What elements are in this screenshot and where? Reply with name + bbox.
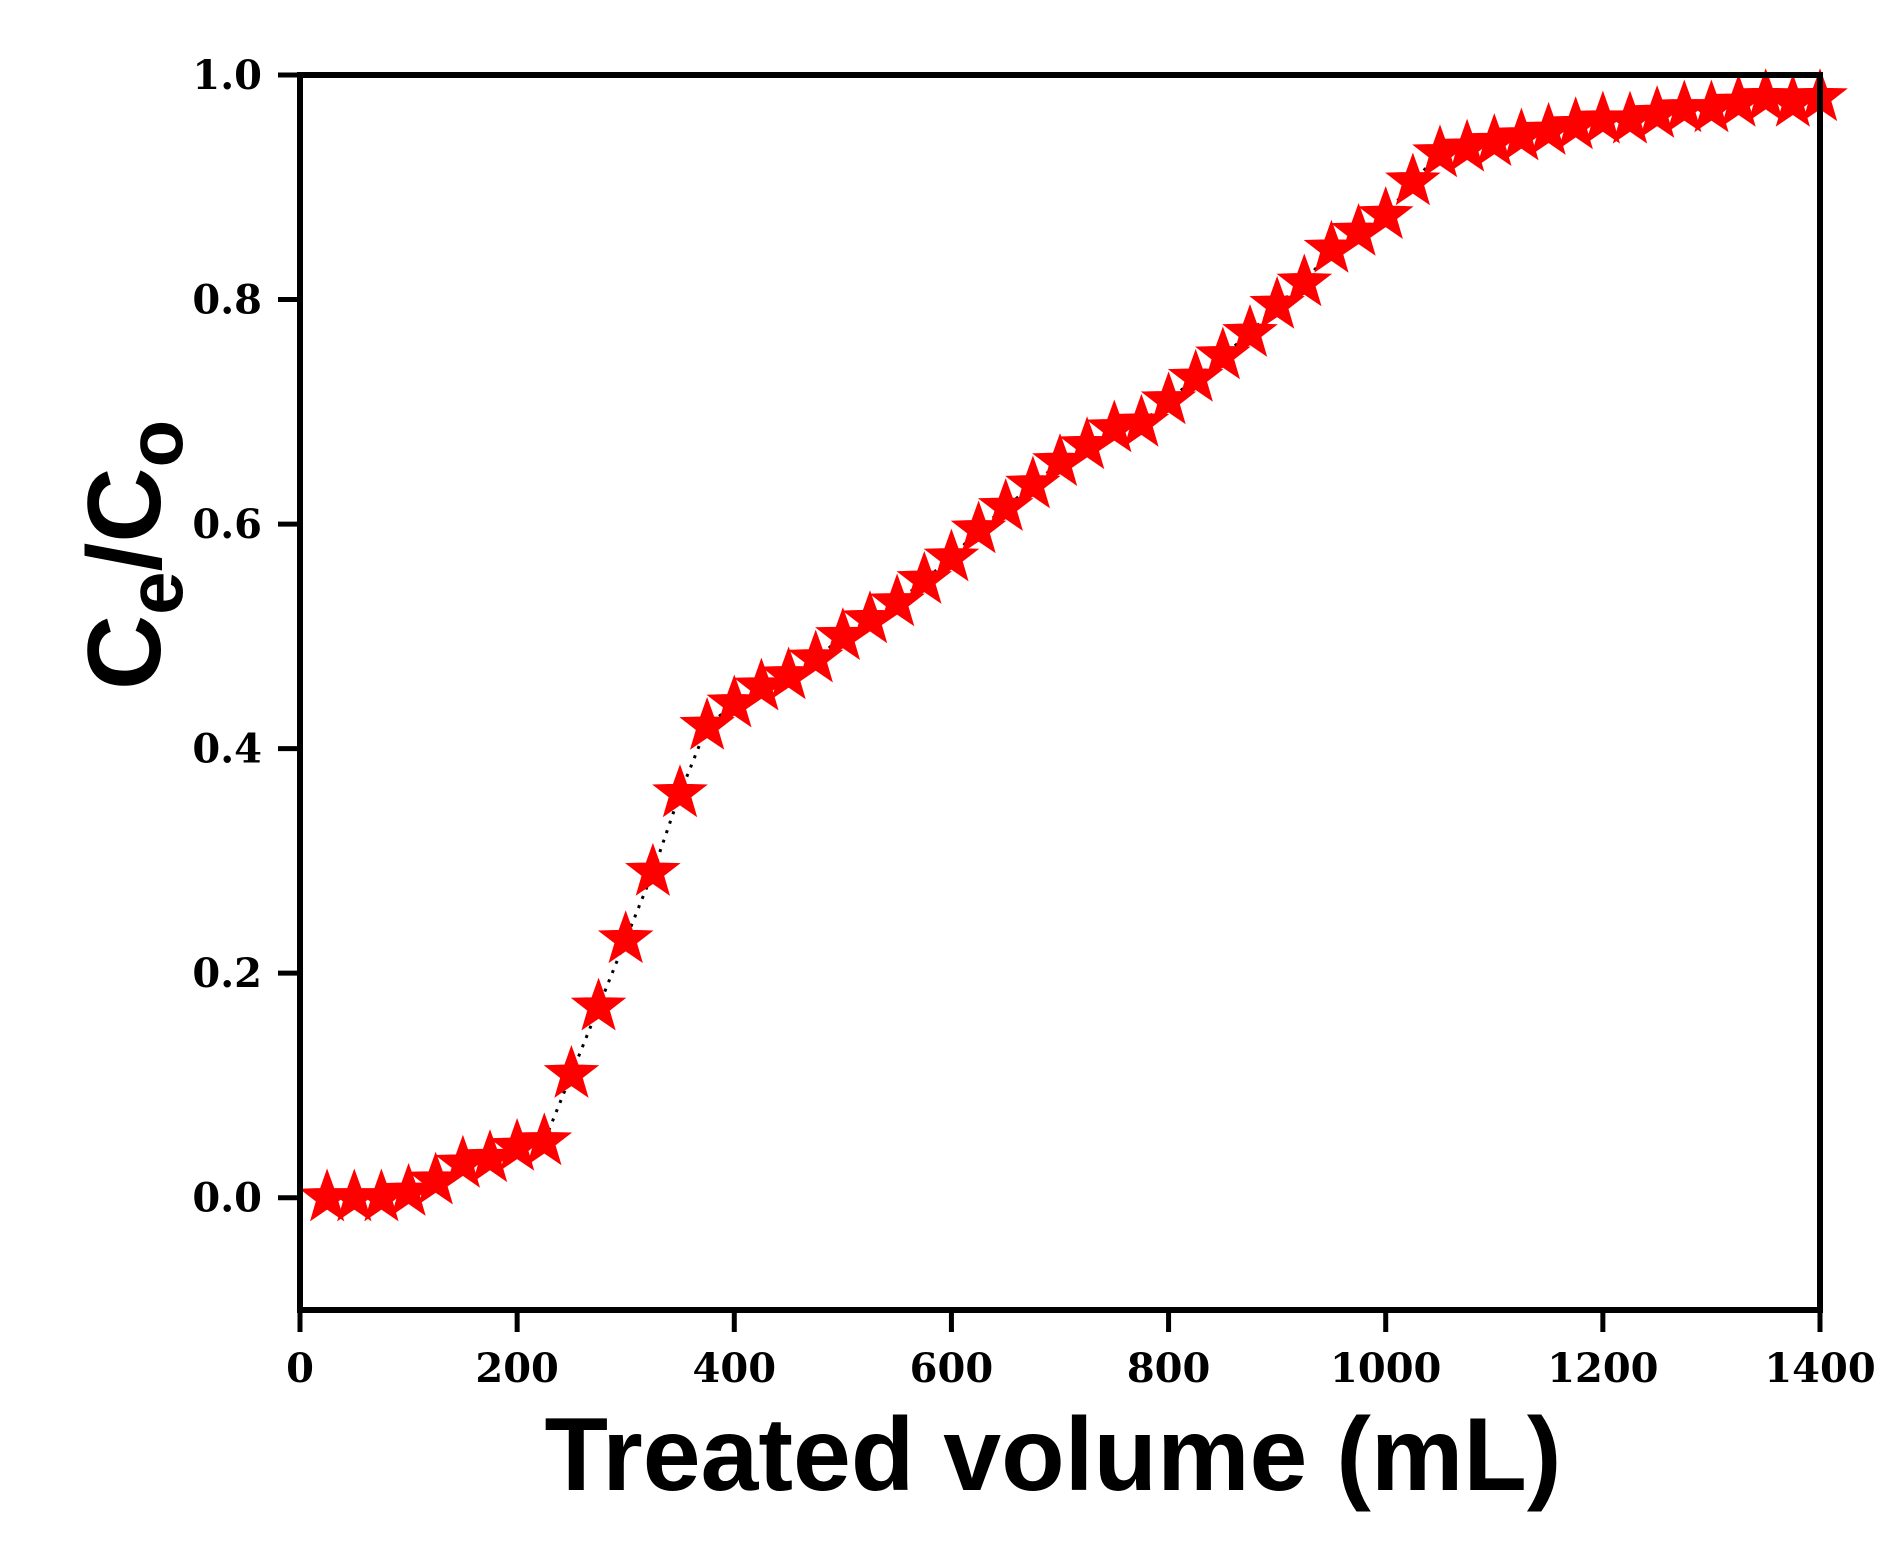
x-tick-label: 200 (475, 1345, 559, 1392)
y-tick-label: 0.0 (192, 1175, 262, 1222)
data-point (570, 977, 627, 1031)
y-tick-label: 0.6 (192, 501, 262, 548)
y-axis-title-sub1: e (111, 572, 199, 615)
x-tick-label: 400 (693, 1345, 777, 1392)
y-axis: 0.0 0.2 0.4 0.6 0.8 1.0 (192, 52, 300, 1222)
data-point (1222, 303, 1278, 357)
series-line (327, 95, 1821, 1200)
x-tick-label: 0 (286, 1345, 314, 1392)
y-axis-title-slash: / (67, 543, 183, 572)
data-point (1385, 152, 1441, 206)
y-axis-title-c2: C (67, 467, 183, 542)
x-axis-title: Treated volume (mL) (544, 1397, 1561, 1513)
data-point (1357, 186, 1414, 240)
data-point (652, 764, 708, 818)
x-axis: 0 200 400 600 800 1000 1200 1400 (286, 1310, 1876, 1392)
data-point (923, 528, 980, 582)
series-layer (299, 68, 1848, 1222)
x-tick-label: 800 (1127, 1345, 1211, 1392)
data-point (1276, 253, 1333, 307)
y-axis-title-sub2: o (111, 420, 199, 468)
plot-frame (297, 72, 1823, 1313)
y-axis-title-c1: C (67, 615, 183, 690)
x-tick-label: 600 (910, 1345, 994, 1392)
y-tick-label: 1.0 (192, 52, 262, 99)
y-tick-label: 0.2 (192, 950, 262, 997)
svg-text:Ce/Co: Ce/Co (67, 420, 199, 690)
y-tick-label: 0.8 (192, 277, 262, 324)
data-point (597, 910, 654, 964)
data-point (1737, 68, 1794, 122)
data-point (543, 1044, 600, 1098)
y-axis-title: Ce/Co (67, 420, 199, 690)
data-point (516, 1112, 573, 1166)
x-tick-label: 1200 (1547, 1345, 1658, 1392)
data-point (625, 842, 681, 896)
x-tick-label: 1000 (1330, 1345, 1441, 1392)
y-tick-label: 0.4 (192, 726, 262, 773)
x-tick-label: 1400 (1764, 1345, 1875, 1392)
